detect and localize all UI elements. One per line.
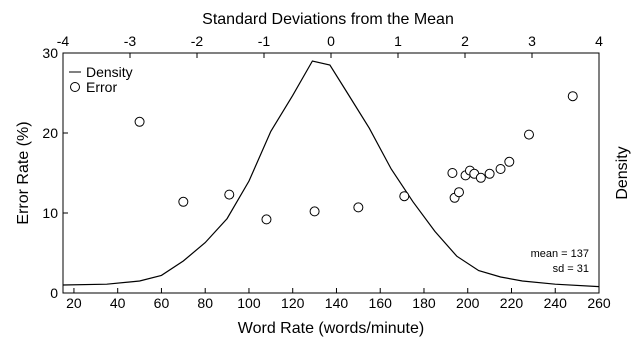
x-tick-label: 240	[544, 295, 568, 311]
error-point	[495, 164, 506, 174]
legend-error-marker	[70, 82, 80, 92]
x-tick-label: 180	[412, 295, 436, 311]
top-tick-label: -4	[57, 33, 70, 49]
error-point	[567, 91, 578, 102]
top-tick-label: 1	[394, 33, 402, 49]
top-tick-label: -2	[191, 33, 204, 49]
y-tick-label: 0	[50, 285, 58, 301]
top-tick-label: -3	[124, 33, 137, 49]
x-axis-label: Word Rate (words/minute)	[238, 320, 424, 337]
error-point	[309, 206, 320, 217]
x-tick-label: 220	[500, 295, 524, 311]
y-axis: 0 10 20 30	[42, 45, 68, 301]
y-axis-label: Error Rate (%)	[15, 121, 32, 224]
error-point	[447, 168, 458, 178]
legend: Density Error	[69, 64, 133, 95]
y-tick-label: 30	[42, 45, 58, 61]
error-point	[178, 196, 189, 207]
top-tick-label: 3	[528, 33, 536, 49]
error-point	[134, 116, 145, 127]
x-tick-label: 60	[154, 295, 170, 311]
x-tick-label: 120	[281, 295, 305, 311]
x-tick-label: 100	[237, 295, 261, 311]
x-tick-label: 20	[66, 295, 82, 311]
annotation-mean: mean = 137	[531, 248, 589, 260]
top-tick-label: 4	[595, 33, 603, 49]
error-point	[523, 129, 534, 140]
annotation-sd: sd = 31	[553, 263, 589, 275]
top-tick-label: -1	[258, 33, 271, 49]
x-tick-label: 40	[110, 295, 126, 311]
plot-frame	[62, 52, 600, 294]
legend-error-label: Error	[86, 79, 117, 95]
error-point	[353, 202, 364, 213]
legend-density-label: Density	[86, 64, 133, 80]
top-tick-label: 0	[327, 33, 335, 49]
x-tick-label: 160	[369, 295, 393, 311]
x-axis: 20 40 60 80 100 120 140 160 180 200 220 240 260	[66, 288, 611, 311]
y-tick-label: 20	[42, 125, 58, 141]
error-point	[484, 168, 495, 179]
error-point	[399, 191, 410, 202]
error-point	[453, 187, 464, 198]
x-tick-label: 200	[456, 295, 480, 311]
chart-title: Standard Deviations from the Mean	[202, 11, 454, 28]
y-tick-label: 10	[42, 205, 58, 221]
x-tick-label: 140	[325, 295, 349, 311]
error-point	[504, 156, 515, 167]
top-axis: -4 -3 -2 -1 0 1 2 3 4	[57, 33, 603, 58]
top-tick-label: 2	[461, 33, 469, 49]
x-tick-label: 80	[197, 295, 213, 311]
series-layer	[62, 60, 600, 288]
x-tick-label: 260	[587, 295, 611, 311]
error-point	[261, 214, 272, 225]
error-point	[224, 189, 235, 200]
density-line	[62, 60, 600, 288]
error-point	[475, 172, 486, 183]
y2-axis-label: Density	[614, 146, 631, 199]
